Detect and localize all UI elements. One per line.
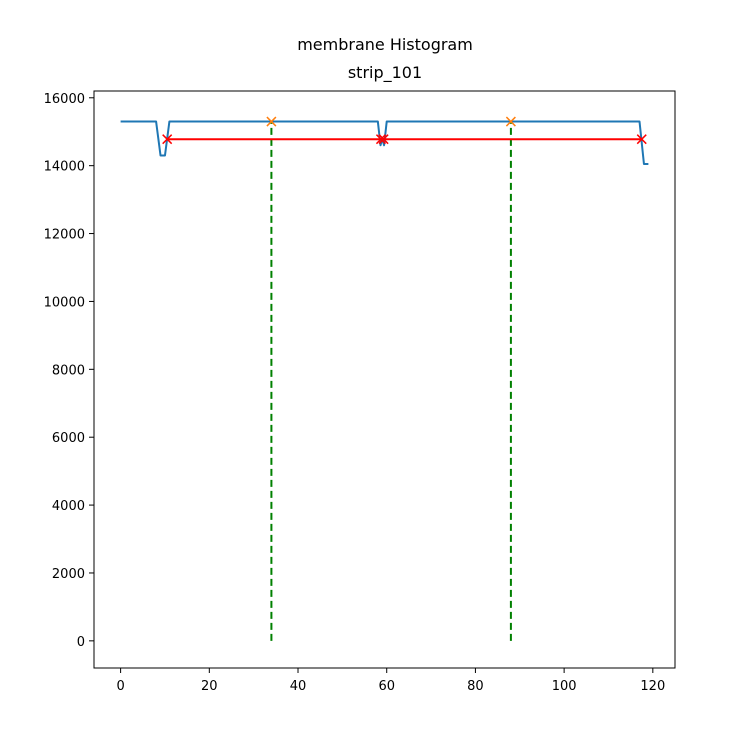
y-tick-label: 12000 bbox=[44, 228, 85, 243]
peak-marker bbox=[266, 116, 277, 127]
peak-marker bbox=[505, 116, 516, 127]
width-marker bbox=[378, 134, 389, 145]
x-tick-label: 60 bbox=[378, 679, 395, 694]
y-tick-label: 0 bbox=[77, 635, 85, 650]
chart-subtitle: strip_101 bbox=[348, 63, 422, 83]
y-tick-label: 4000 bbox=[52, 499, 85, 514]
chart-title: membrane Histogram bbox=[297, 35, 473, 54]
plot-area bbox=[120, 116, 649, 641]
y-tick-label: 10000 bbox=[44, 295, 85, 310]
x-tick-label: 40 bbox=[290, 679, 307, 694]
width-marker bbox=[636, 134, 647, 145]
x-tick-label: 0 bbox=[116, 679, 124, 694]
y-tick-label: 14000 bbox=[44, 160, 85, 175]
plot-frame bbox=[93, 90, 676, 669]
width-marker bbox=[375, 134, 386, 145]
axis-ticks: 0 20 40 60 80 100 120 0 2000 4000 6000 8000 10000 120… bbox=[44, 92, 666, 694]
x-tick-label: 120 bbox=[640, 679, 665, 694]
x-tick-label: 100 bbox=[552, 679, 577, 694]
y-tick-label: 16000 bbox=[44, 92, 85, 107]
x-tick-label: 80 bbox=[467, 679, 484, 694]
y-tick-label: 6000 bbox=[52, 431, 85, 446]
width-marker bbox=[162, 134, 173, 145]
y-tick-label: 8000 bbox=[52, 363, 85, 378]
histogram-line bbox=[120, 120, 649, 165]
x-tick-label: 20 bbox=[201, 679, 218, 694]
y-tick-label: 2000 bbox=[52, 567, 85, 582]
